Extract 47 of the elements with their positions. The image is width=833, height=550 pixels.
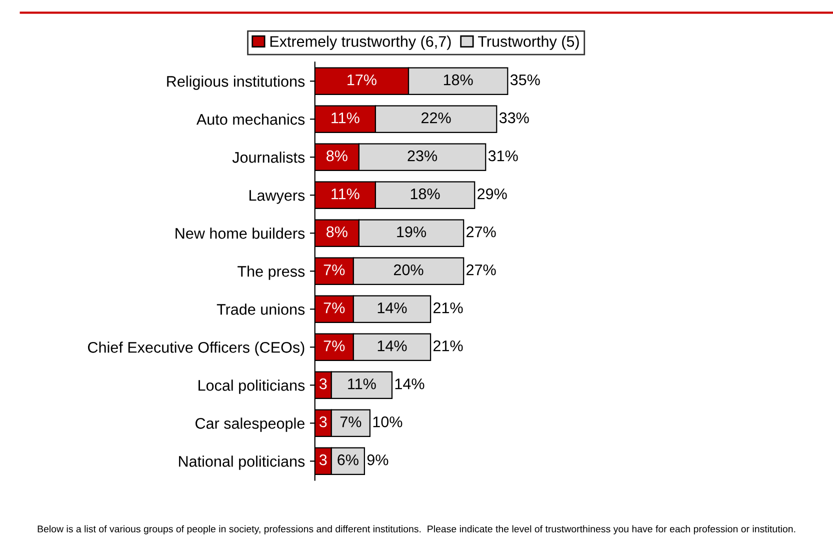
total-label: 35%	[510, 74, 540, 86]
y-tick-label: Auto mechanics	[196, 114, 305, 125]
y-tick-label: National politicians	[179, 456, 305, 470]
y-tick-label: Car salespeople	[196, 418, 304, 432]
data-label: 11%	[348, 378, 376, 390]
data-label: 3	[319, 378, 327, 390]
data-label: 3	[319, 416, 327, 428]
text: Below is a list of various groups of people in society, professions and different institutions. Please indicate the level of trustworthiness you have for each profession or institution.	[38, 525, 796, 534]
total-label: 31%	[488, 150, 518, 162]
legend-label: Extremely trustworthy (6,7)	[270, 36, 451, 50]
data-label: 8%	[326, 150, 348, 162]
data-label: 22%	[422, 112, 451, 124]
total-label: 29%	[478, 188, 507, 200]
data-label: 11%	[332, 188, 360, 200]
data-label: 23%	[408, 150, 438, 162]
y-tick-label: Lawyers	[250, 190, 305, 204]
total-label: 10%	[373, 416, 402, 428]
y-tick-label: The press	[238, 266, 305, 280]
data-label: 17%	[348, 74, 376, 86]
data-label: 3	[319, 454, 327, 466]
total-label: 14%	[395, 378, 424, 390]
total-label: 33%	[499, 112, 529, 124]
data-label: 7%	[324, 302, 345, 314]
data-label: 14%	[378, 340, 407, 352]
y-tick-label: Journalists	[232, 152, 305, 163]
data-label: 6%	[338, 454, 358, 466]
total-label: 21%	[434, 340, 463, 352]
data-label: 7%	[324, 340, 345, 352]
y-tick-label: Religious institutions	[167, 76, 305, 90]
total-label: 9%	[367, 454, 388, 466]
data-label: 7%	[340, 416, 362, 428]
data-label: 18%	[444, 74, 473, 86]
total-label: 21%	[434, 302, 463, 314]
y-tick-label: Local politicians	[198, 380, 305, 394]
y-tick-label: New home builders	[176, 228, 305, 239]
legend-label: Trustworthy (5)	[478, 36, 579, 50]
y-tick-label: Chief Executive Officers (CEOs)	[88, 342, 304, 356]
data-label: 18%	[410, 188, 440, 200]
data-label: 8%	[326, 226, 348, 238]
data-label: 11%	[332, 112, 360, 124]
total-label: 27%	[466, 264, 496, 276]
data-label: 20%	[394, 264, 424, 276]
data-label: 7%	[324, 264, 345, 276]
data-label: 14%	[378, 302, 407, 314]
data-label: 19%	[397, 226, 426, 238]
total-label: 27%	[466, 226, 496, 238]
y-tick-label: Trade unions	[216, 304, 305, 315]
